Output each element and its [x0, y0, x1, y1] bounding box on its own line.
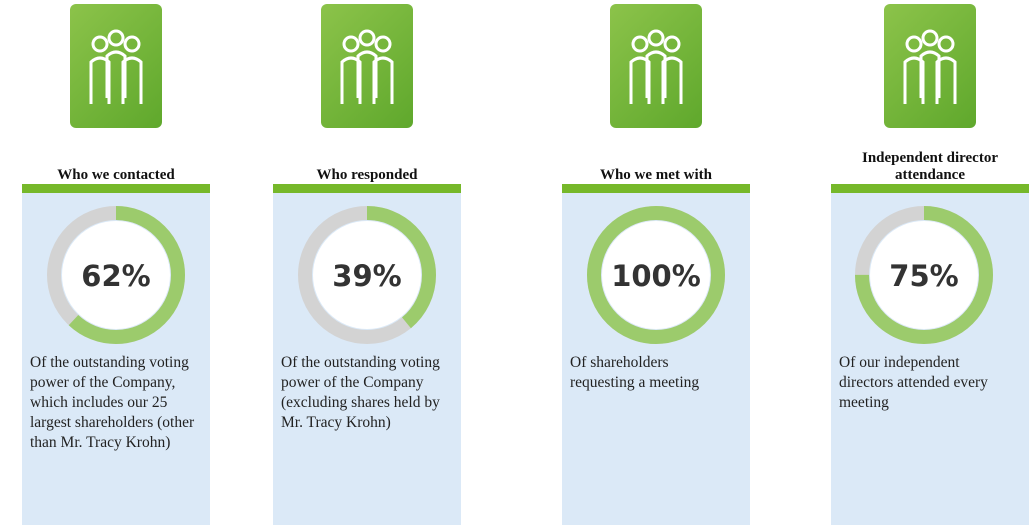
description: Of our independent directors attended ev… [839, 354, 988, 411]
icon [70, 4, 162, 128]
icon-stroke [91, 35, 109, 53]
icon-stroke [107, 29, 125, 47]
donut-arc [587, 206, 725, 344]
icon-glyph [629, 29, 683, 104]
accent-bar [831, 184, 1029, 193]
icon-stroke [105, 50, 127, 98]
card: Independent director attendance 75% Of our… [831, 0, 1029, 525]
icon-stroke [629, 56, 651, 104]
card-title: Independent director attendance [862, 150, 998, 183]
donut: 39% [298, 206, 436, 344]
accent-bar [22, 184, 210, 193]
icon-stroke [919, 50, 941, 98]
description: Of the outstanding voting power of the C… [30, 354, 195, 451]
card: Who responded 39% Of the outstanding votin… [273, 0, 461, 525]
donut: 75% [855, 206, 993, 344]
icon-stroke [358, 29, 376, 47]
icon-stroke [663, 35, 681, 53]
icon-stroke [342, 35, 360, 53]
icon-stroke [356, 50, 378, 98]
icon-stroke [631, 35, 649, 53]
donut: 62% [47, 206, 185, 344]
value-label: 75% [889, 259, 958, 293]
accent-bar [273, 184, 461, 193]
icon-stroke [903, 56, 925, 104]
card-title: Who responded [316, 167, 418, 183]
card: Who we contacted 62% Of the outstanding vo… [22, 0, 210, 525]
donut-hole [602, 221, 710, 329]
value-label: 39% [332, 259, 401, 293]
icon-stroke [937, 35, 955, 53]
card-title: Who we met with [599, 167, 713, 183]
icon-stroke [921, 29, 939, 47]
card: Who we met with 100% Of shareholders reque… [562, 0, 750, 525]
icon [610, 4, 702, 128]
card-title: Who we contacted [57, 167, 175, 183]
icon-stroke [661, 56, 683, 104]
donut-arc [47, 206, 185, 344]
value-label: 100% [611, 259, 701, 293]
donut-arc [298, 206, 436, 344]
donut: 100% [587, 206, 725, 344]
icon-stroke [372, 56, 394, 104]
donut-hole [313, 221, 421, 329]
icon-glyph [340, 29, 394, 104]
donut-arc [855, 206, 993, 344]
icon-stroke [935, 56, 957, 104]
icon-stroke [89, 56, 111, 104]
value-label: 62% [81, 259, 150, 293]
description: Of shareholders requesting a meeting [570, 354, 700, 391]
icon-glyph [903, 29, 957, 104]
icon-stroke [123, 35, 141, 53]
icon-stroke [121, 56, 143, 104]
icon-stroke [905, 35, 923, 53]
icon [884, 4, 976, 128]
accent-bar [562, 184, 750, 193]
icon-glyph [89, 29, 143, 104]
icon-stroke [340, 56, 362, 104]
description: Of the outstanding voting power of the C… [281, 354, 440, 431]
donut-hole [62, 221, 170, 329]
icon-stroke [645, 50, 667, 98]
icon-stroke [647, 29, 665, 47]
icon [321, 4, 413, 128]
icon-stroke [374, 35, 392, 53]
donut-hole [870, 221, 978, 329]
